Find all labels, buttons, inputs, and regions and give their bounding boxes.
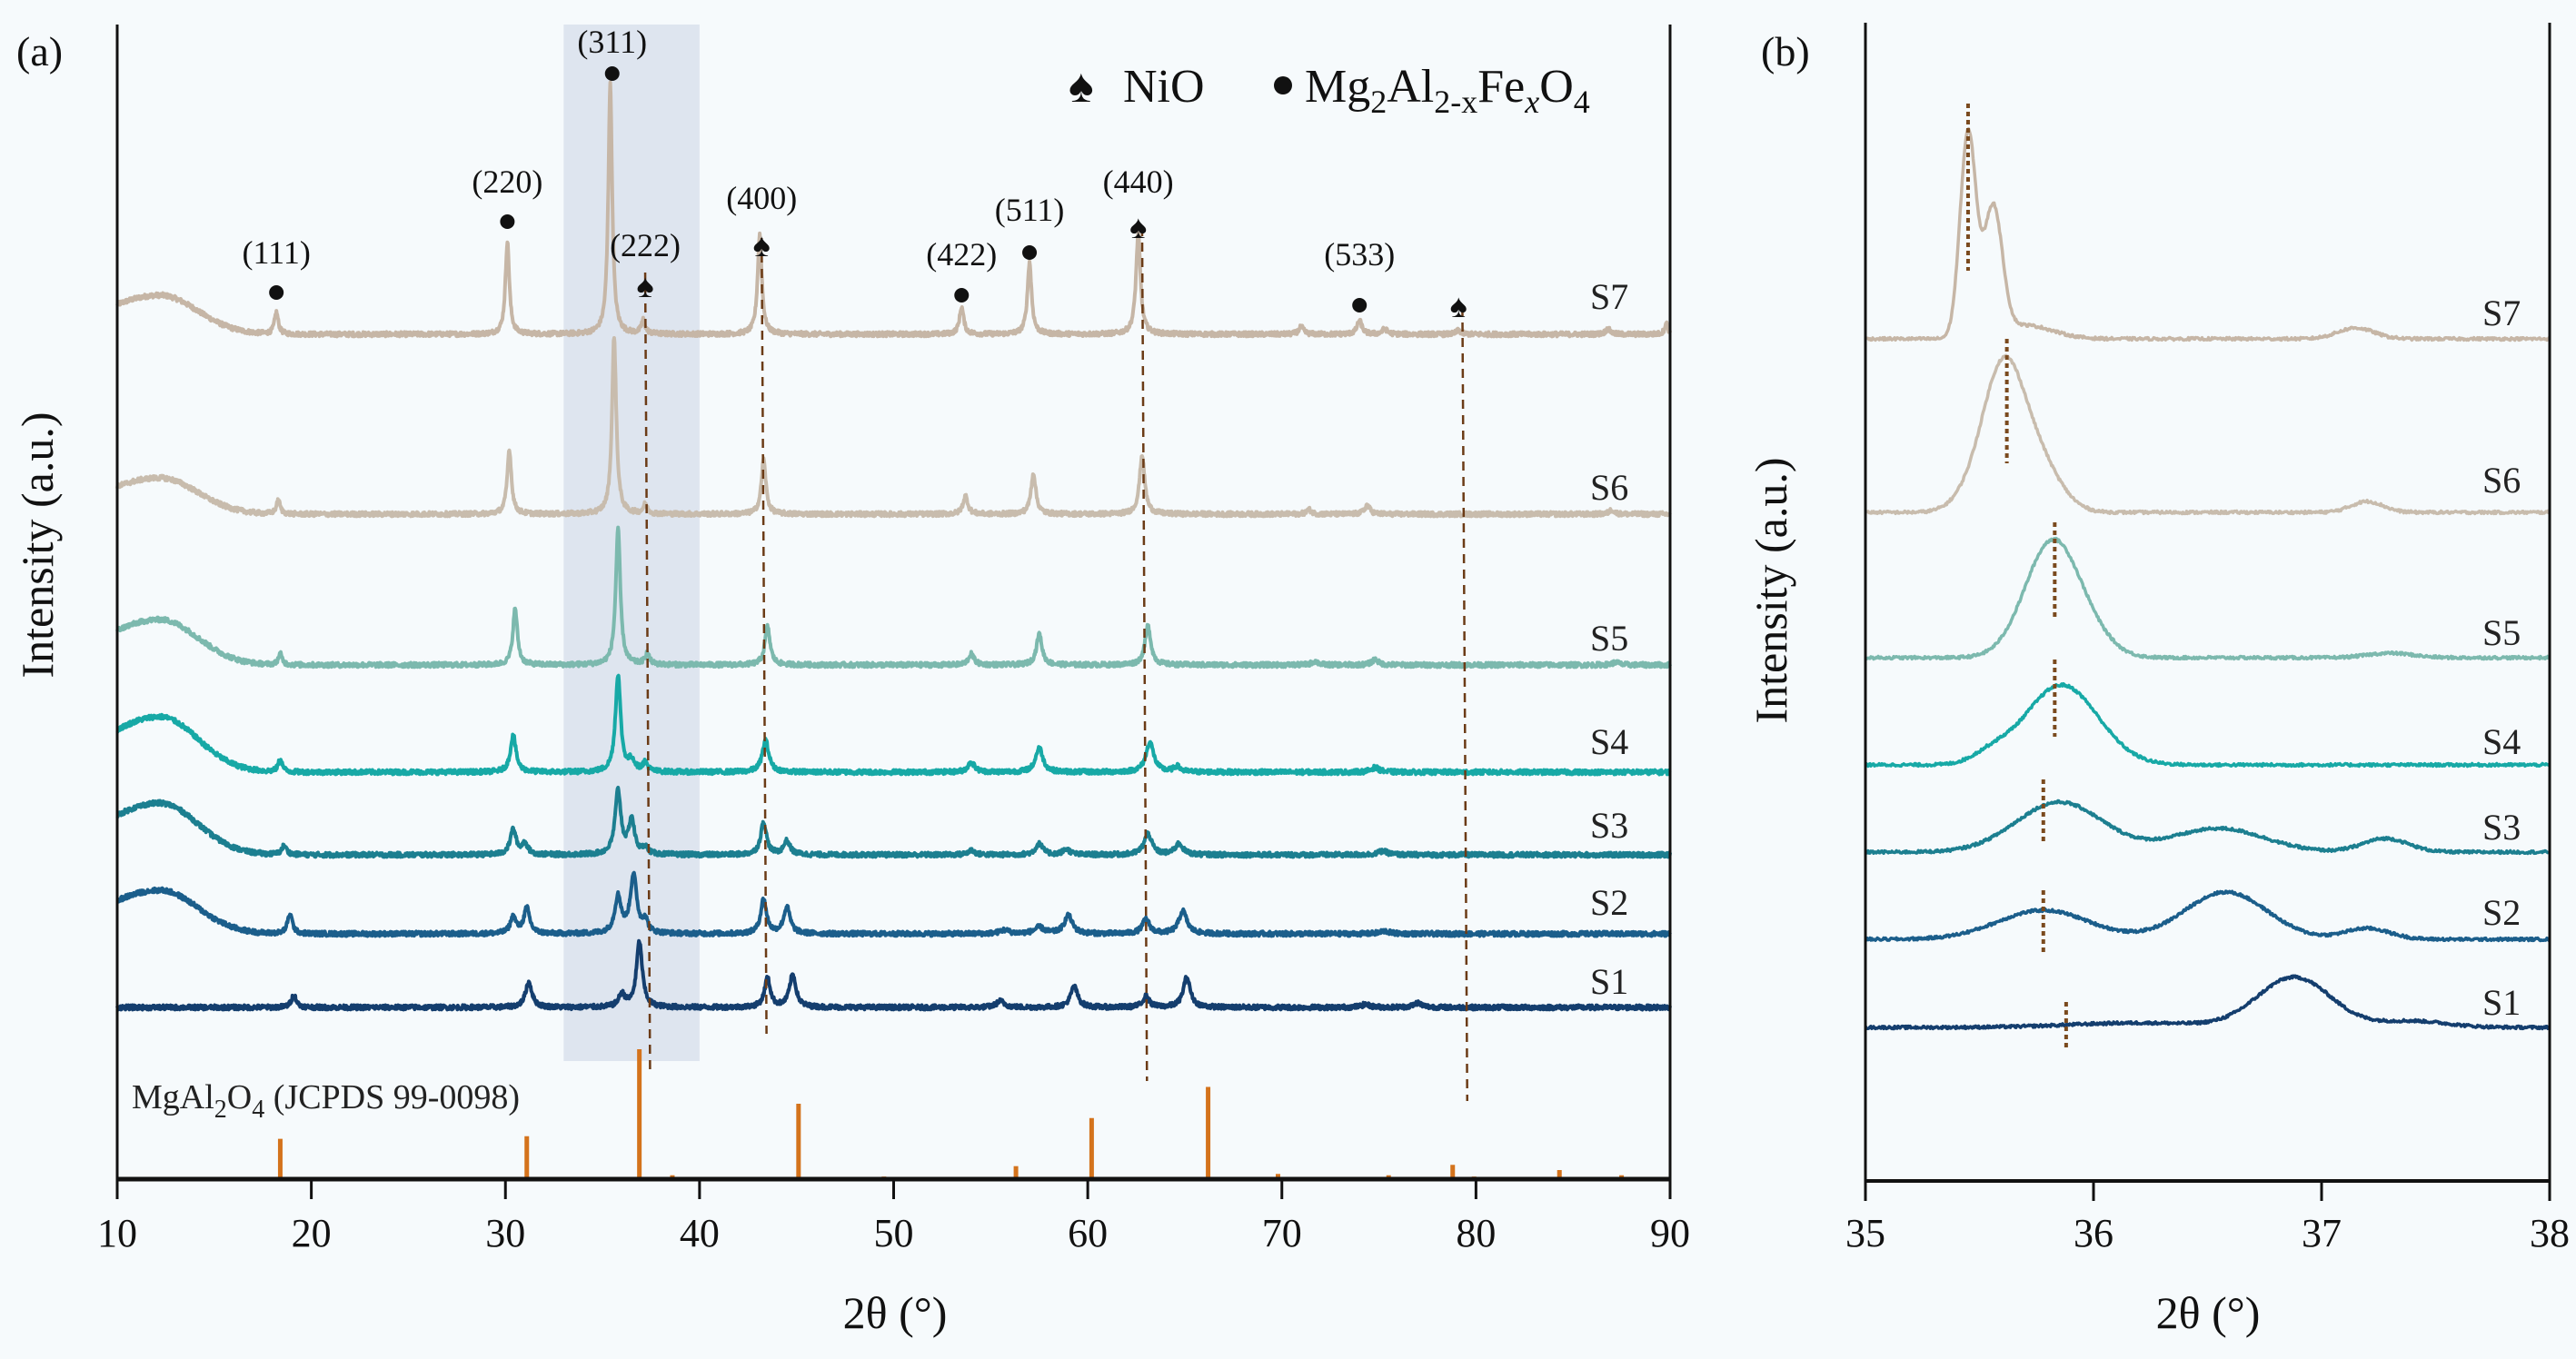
x-tick-label: 36 bbox=[2074, 1211, 2114, 1255]
miller-index-label: (222) bbox=[610, 227, 681, 263]
panel-b-y-axis-label: Intensity (a.u.) bbox=[1746, 458, 1796, 724]
series-line-s4 bbox=[115, 673, 1672, 777]
series-line-s2 bbox=[1865, 889, 2551, 943]
series-line-s3 bbox=[1865, 799, 2551, 856]
series-label-s2: S2 bbox=[1590, 882, 1628, 923]
x-tick-label: 80 bbox=[1456, 1211, 1496, 1255]
nio-guide-line bbox=[1461, 306, 1469, 1102]
series-line-s6 bbox=[1865, 353, 2551, 516]
series-label-s6: S6 bbox=[2482, 460, 2521, 501]
series-label-s3: S3 bbox=[1590, 805, 1628, 846]
highlight-band-311 bbox=[563, 25, 700, 1061]
x-tick-label: 10 bbox=[97, 1211, 137, 1255]
spinel-dot-icon bbox=[1274, 76, 1292, 94]
miller-index-label: (400) bbox=[726, 180, 797, 216]
miller-index-label: (422) bbox=[926, 236, 997, 273]
miller-index-label: (111) bbox=[243, 234, 311, 271]
nio-spade-icon: ♠ bbox=[1450, 288, 1467, 324]
nio-spade-icon: ♠ bbox=[1069, 61, 1094, 113]
x-tick-label: 40 bbox=[680, 1211, 720, 1255]
series-line-s1 bbox=[1864, 974, 2551, 1031]
series-label-s4: S4 bbox=[1590, 721, 1628, 762]
series-label-s3: S3 bbox=[2482, 807, 2521, 848]
series-label-s2: S2 bbox=[2482, 892, 2521, 933]
legend-spinel: Mg2Al2-xFexO4 bbox=[1305, 61, 1590, 120]
miller-index-label: (311) bbox=[577, 24, 647, 60]
x-tick-label: 37 bbox=[2302, 1211, 2342, 1255]
panel-b-axes: 35 36 37 38 bbox=[1845, 23, 2570, 1255]
panel-a-y-axis-label: Intensity (a.u.) bbox=[12, 412, 63, 679]
miller-index-label: (220) bbox=[472, 164, 542, 200]
miller-index-label: (440) bbox=[1103, 164, 1174, 200]
nio-guide-line bbox=[643, 272, 651, 1071]
panel-b-label: (b) bbox=[1761, 28, 1810, 74]
reference-label: MgAl2O4 (JCPDS 99-0098) bbox=[132, 1078, 520, 1124]
reflection-markers: (111) (220) (311) ♠ (222) ♠ (400) (422) (511) ♠ (4… bbox=[243, 24, 1467, 324]
legend-nio: NiO bbox=[1123, 61, 1205, 113]
x-tick-label: 60 bbox=[1068, 1211, 1108, 1255]
panel-a-label: (a) bbox=[16, 28, 63, 74]
panel-a-series: S7 S6 S5 S4 S3 S2 S1 bbox=[115, 80, 1672, 1012]
series-label-s4: S4 bbox=[2482, 721, 2521, 762]
series-line-s4 bbox=[1864, 681, 2551, 769]
miller-index-label: (511) bbox=[995, 192, 1065, 228]
spinel-dot-icon bbox=[1352, 298, 1368, 312]
series-line-s6 bbox=[115, 336, 1672, 519]
spinel-dot-icon bbox=[604, 66, 620, 81]
panel-a-axes: 10 20 30 40 50 60 70 80 90 bbox=[97, 25, 1690, 1255]
nio-spade-icon: ♠ bbox=[636, 268, 653, 304]
peak-position-markers bbox=[1965, 104, 2068, 1049]
panel-b-x-axis-label: 2θ (°) bbox=[2156, 1287, 2261, 1338]
nio-guide-line bbox=[1140, 226, 1149, 1082]
spinel-dot-icon bbox=[269, 285, 284, 300]
nio-spade-icon: ♠ bbox=[1129, 209, 1147, 245]
series-line-s7 bbox=[115, 80, 1672, 339]
spinel-dot-icon bbox=[954, 288, 970, 303]
x-tick-label: 70 bbox=[1262, 1211, 1302, 1255]
legend: ♠ NiO Mg2Al2-xFexO4 bbox=[1069, 61, 1590, 120]
spinel-dot-icon bbox=[1022, 245, 1038, 260]
panel-a: S7 S6 S5 S4 S3 S2 S1 (111) (220) (311) ♠ (222) ♠ (40… bbox=[12, 24, 1690, 1338]
series-line-s5 bbox=[115, 525, 1672, 670]
nio-spade-icon: ♠ bbox=[753, 227, 771, 263]
series-line-s5 bbox=[1864, 536, 2551, 661]
panel-b-series: S7 S6 S5 S4 S3 S2 S1 bbox=[1864, 126, 2551, 1031]
series-label-s6: S6 bbox=[1590, 467, 1628, 508]
series-label-s5: S5 bbox=[1590, 618, 1628, 659]
panel-b: S7 S6 S5 S4 S3 S2 S1 35 36 37 38 (b) 2θ (°) Inten… bbox=[1746, 23, 2570, 1338]
series-label-s5: S5 bbox=[2482, 612, 2521, 653]
series-label-s7: S7 bbox=[1590, 276, 1628, 317]
x-tick-label: 30 bbox=[485, 1211, 525, 1255]
x-tick-label: 50 bbox=[874, 1211, 914, 1255]
x-tick-label: 38 bbox=[2530, 1211, 2570, 1255]
nio-guide-lines bbox=[643, 226, 1469, 1102]
panel-a-x-axis-label: 2θ (°) bbox=[843, 1287, 948, 1338]
x-tick-label: 35 bbox=[1845, 1211, 1885, 1255]
x-tick-label: 90 bbox=[1650, 1211, 1690, 1255]
series-label-s1: S1 bbox=[2482, 982, 2521, 1023]
x-tick-label: 20 bbox=[292, 1211, 332, 1255]
series-line-s3 bbox=[115, 785, 1672, 859]
series-label-s7: S7 bbox=[2482, 293, 2521, 333]
series-line-s1 bbox=[115, 938, 1672, 1012]
series-line-s7 bbox=[1864, 126, 2551, 342]
spinel-dot-icon bbox=[500, 214, 515, 229]
series-line-s2 bbox=[115, 870, 1672, 938]
miller-index-label: (533) bbox=[1324, 236, 1395, 273]
series-label-s1: S1 bbox=[1590, 961, 1628, 1002]
